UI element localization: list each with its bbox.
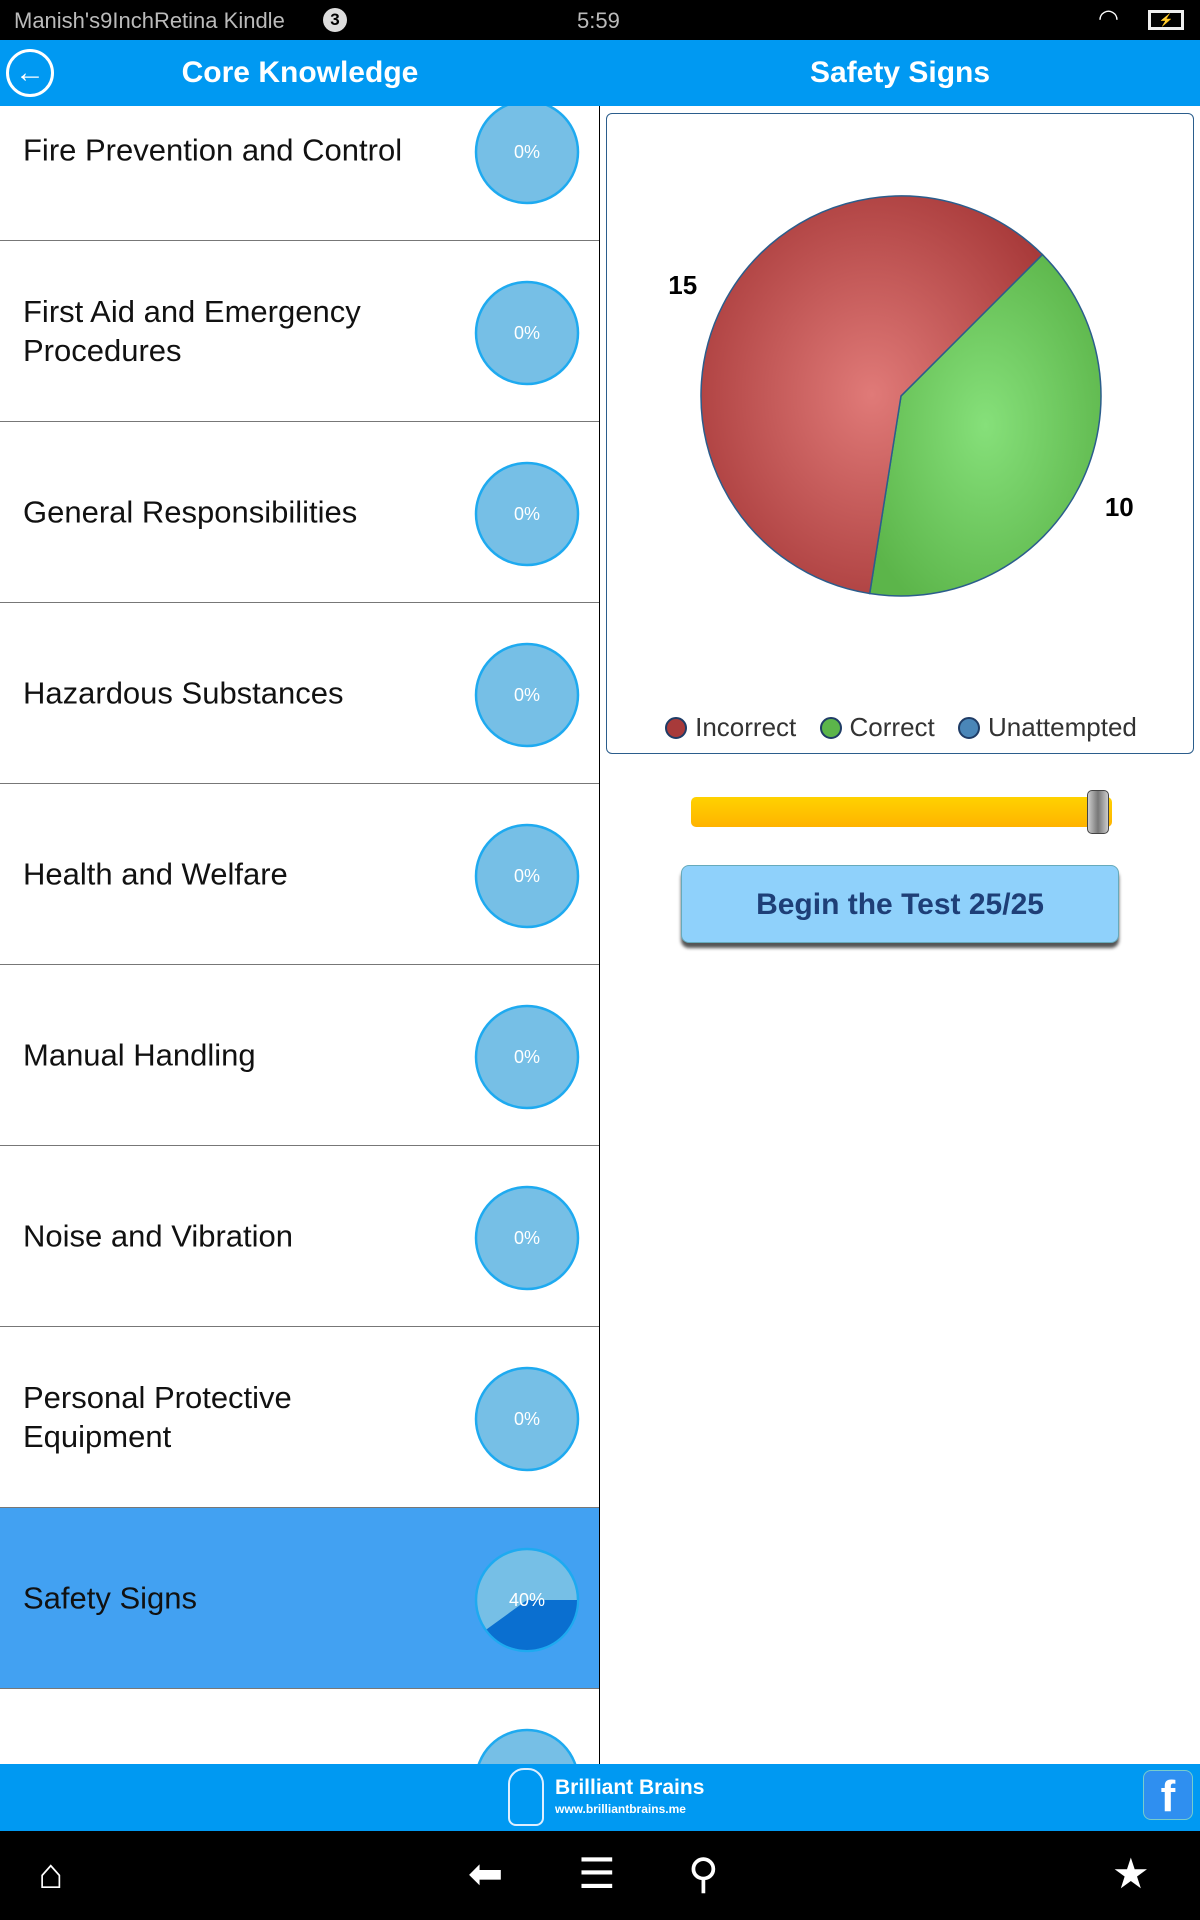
topic-list[interactable]: Fire Prevention and Control 0% First Aid a… — [0, 106, 600, 1764]
progress-pie-icon: 0% — [474, 280, 580, 386]
legend-incorrect[interactable]: Incorrect — [665, 712, 796, 743]
progress-text: 0% — [514, 866, 540, 886]
topic-label: Noise and Vibration — [23, 1218, 293, 1254]
pie-data-label: 10 — [1105, 492, 1134, 522]
topic-label: Site Transport and Lifting — [23, 1760, 423, 1765]
menu-icon[interactable]: ☰ — [578, 1850, 616, 1897]
app-header: ← Core Knowledge Safety Signs — [0, 40, 1200, 106]
chart-legend: Incorrect Correct Unattempted — [607, 712, 1195, 743]
pie-chart: 10 15 — [668, 195, 1134, 597]
topic-row[interactable]: Hazardous Substances 0% — [0, 603, 599, 784]
brand-banner[interactable]: Brilliant Brains www.brilliantbrains.me … — [0, 1764, 1200, 1831]
progress-pie-icon: 0% — [474, 823, 580, 929]
status-bar: Manish's9InchRetina Kindle 3 5:59 ◠ ⚡ — [0, 0, 1200, 40]
pie-data-label: 15 — [668, 270, 697, 300]
pie-slice-correct[interactable] — [868, 253, 1102, 597]
legend-dot-icon — [958, 717, 980, 739]
progress-text: 0% — [514, 142, 540, 162]
brain-head-logo-icon — [508, 1768, 544, 1826]
search-icon[interactable]: ⚲ — [688, 1850, 719, 1897]
legend-unattempted[interactable]: Unattempted — [958, 712, 1137, 743]
system-nav-bar: ⌂ ⬅ ☰ ⚲ ★ — [0, 1831, 1200, 1920]
topic-label: Health and Welfare — [23, 856, 288, 892]
topic-label: General Responsibilities — [23, 494, 358, 530]
topic-row[interactable]: Safety Signs 40% — [0, 1508, 599, 1689]
notification-badge[interactable]: 3 — [323, 8, 347, 32]
legend-dot-icon — [819, 717, 842, 739]
topic-row[interactable]: Noise and Vibration 0% — [0, 1146, 599, 1327]
legend-correct[interactable]: Correct — [819, 712, 935, 743]
progress-text: 0% — [514, 1409, 540, 1429]
progress-text: 40% — [509, 1590, 545, 1610]
progress-text: 0% — [514, 323, 540, 343]
progress-pie-icon: 0% — [474, 642, 580, 748]
progress-pie-icon: 0% — [474, 106, 580, 205]
brand-url[interactable]: www.brilliantbrains.me — [555, 1802, 686, 1816]
legend-label: Correct — [849, 712, 935, 742]
progress-text: 0% — [514, 1047, 540, 1067]
begin-test-button[interactable]: Begin the Test 25/25 — [681, 865, 1119, 943]
pie-slice-incorrect[interactable] — [700, 195, 1044, 595]
topic-row[interactable]: Fire Prevention and Control 0% — [0, 106, 599, 241]
progress-pie-icon: 0% — [474, 1185, 580, 1291]
progress-pie-icon: 0% — [474, 1004, 580, 1110]
back-icon[interactable]: ⬅ — [468, 1850, 504, 1897]
results-chart: 10 15 Incorrect Correct Unattempted — [606, 113, 1194, 754]
topic-label: First Aid and Emergency Procedures — [23, 294, 361, 368]
topic-row[interactable]: General Responsibilities 0% — [0, 422, 599, 603]
home-icon[interactable]: ⌂ — [38, 1850, 64, 1897]
back-arrow-icon[interactable]: ← — [6, 49, 54, 97]
progress-pie-icon: 0% — [474, 461, 580, 567]
clock: 5:59 — [577, 8, 620, 33]
detail-title: Safety Signs — [809, 56, 991, 89]
topic-row[interactable]: Health and Welfare 0% — [0, 784, 599, 965]
facebook-icon[interactable]: f — [1143, 1770, 1193, 1821]
brand-name: Brilliant Brains — [555, 1776, 705, 1799]
legend-label: Incorrect — [695, 712, 797, 742]
topic-row[interactable]: First Aid and Emergency Procedures 0% — [0, 241, 599, 422]
progress-pie-icon — [477, 1728, 577, 1764]
topic-label: Hazardous Substances — [23, 675, 344, 711]
question-count-slider[interactable] — [691, 797, 1112, 827]
progress-pie-icon: 40% — [474, 1547, 580, 1653]
battery-icon: ⚡ — [1148, 10, 1184, 30]
topic-label: Manual Handling — [23, 1037, 256, 1073]
wifi-icon: ◠ — [1098, 5, 1119, 32]
progress-text: 0% — [514, 685, 540, 705]
legend-dot-icon — [665, 717, 688, 739]
topic-row[interactable]: Manual Handling 0% — [0, 965, 599, 1146]
topic-row[interactable]: Personal Protective Equipment 0% — [0, 1327, 599, 1508]
progress-fill — [486, 1600, 577, 1650]
star-icon[interactable]: ★ — [1112, 1850, 1150, 1897]
slider-thumb[interactable] — [1087, 790, 1109, 834]
device-name: Manish's9InchRetina Kindle — [14, 8, 285, 33]
list-title: Core Knowledge — [181, 56, 419, 89]
topic-label: Personal Protective Equipment — [23, 1380, 292, 1454]
topic-row[interactable]: Site Transport and Lifting — [0, 1689, 599, 1765]
topic-label: Safety Signs — [23, 1580, 198, 1616]
progress-text: 0% — [514, 1228, 540, 1248]
legend-label: Unattempted — [988, 712, 1137, 742]
progress-pie-icon: 0% — [474, 1366, 580, 1472]
topic-label: Fire Prevention and Control — [23, 132, 403, 168]
progress-text: 0% — [514, 504, 540, 524]
